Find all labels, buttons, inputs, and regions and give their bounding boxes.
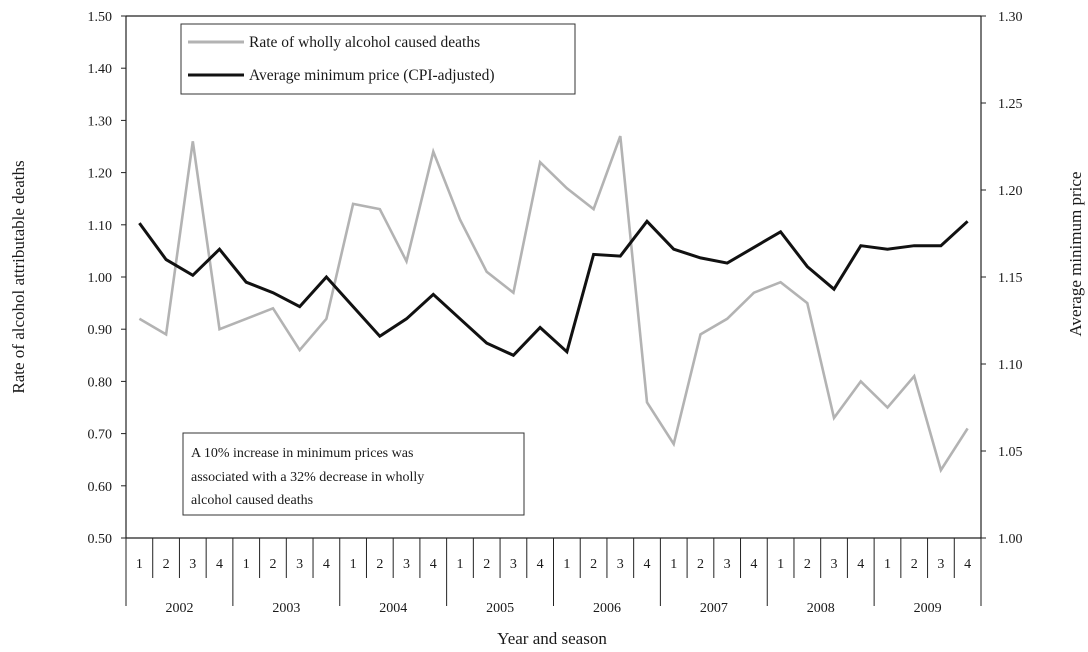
season-label: 1	[136, 557, 143, 572]
season-label: 1	[456, 557, 463, 572]
right-tick-label: 1.30	[998, 10, 1023, 25]
annotation-line-3: alcohol caused deaths	[191, 493, 313, 508]
right-tick-label: 1.20	[998, 184, 1023, 199]
season-label: 3	[296, 557, 303, 572]
annotation-box: A 10% increase in minimum prices was ass…	[182, 432, 525, 516]
left-tick-label: 0.50	[88, 532, 113, 547]
season-label: 1	[563, 557, 570, 572]
left-tick-label: 1.20	[88, 167, 113, 182]
left-tick-label: 0.70	[88, 428, 113, 443]
season-label: 2	[163, 557, 170, 572]
legend: Rate of wholly alcohol caused deaths Ave…	[180, 23, 576, 95]
left-tick-label: 0.90	[88, 323, 113, 338]
legend-box	[180, 23, 576, 95]
season-label: 2	[911, 557, 918, 572]
right-tick-label: 1.05	[998, 445, 1023, 460]
season-label: 3	[189, 557, 196, 572]
season-label: 4	[964, 557, 971, 572]
year-label: 2007	[700, 601, 728, 616]
season-label: 1	[350, 557, 357, 572]
season-label: 3	[831, 557, 838, 572]
season-label: 4	[644, 557, 651, 572]
season-label: 2	[376, 557, 383, 572]
season-label: 2	[590, 557, 597, 572]
year-label: 2006	[593, 601, 621, 616]
left-tick-label: 1.30	[88, 114, 113, 129]
left-tick-label: 1.00	[88, 271, 113, 286]
season-label: 1	[777, 557, 784, 572]
season-label: 1	[670, 557, 677, 572]
year-label: 2005	[486, 601, 514, 616]
x-axis-categories: 1 2 3 4 1 2 3 4 1 2 3 4 1 2 3 4 1 2 3 4 1 2 3 4 1 2 3 4 1 2 3 4 2002 2003…	[125, 538, 982, 616]
season-label: 1	[884, 557, 891, 572]
season-label: 2	[697, 557, 704, 572]
series-line-price	[138, 218, 969, 358]
right-tick-label: 1.10	[998, 358, 1023, 373]
right-axis-title: Average minimum price	[1066, 172, 1085, 337]
series-lines	[138, 135, 969, 474]
year-label: 2004	[379, 601, 407, 616]
x-axis-title: Year and season	[497, 629, 607, 648]
left-y-ticks: 0.50 0.60 0.70 0.80 0.90 1.00 1.10 1.20 1.30 1.40…	[88, 10, 126, 547]
season-label: 3	[510, 557, 517, 572]
annotation-border	[182, 432, 525, 516]
season-label: 2	[483, 557, 490, 572]
right-tick-label: 1.00	[998, 532, 1023, 547]
left-tick-label: 0.80	[88, 375, 113, 390]
left-tick-label: 0.60	[88, 480, 113, 495]
season-label: 4	[537, 557, 544, 572]
season-label: 4	[216, 557, 223, 572]
right-tick-label: 1.25	[998, 97, 1023, 112]
left-axis-title: Rate of alcohol attributable deaths	[9, 160, 28, 393]
season-label: 4	[430, 557, 437, 572]
season-label: 2	[269, 557, 276, 572]
left-tick-label: 1.40	[88, 62, 113, 77]
season-label: 4	[857, 557, 864, 572]
left-tick-label: 1.50	[88, 10, 113, 25]
series-line-deaths	[138, 135, 969, 474]
season-label: 3	[724, 557, 731, 572]
season-label: 3	[617, 557, 624, 572]
season-label: 4	[323, 557, 330, 572]
right-tick-label: 1.15	[998, 271, 1023, 286]
season-label: 1	[243, 557, 250, 572]
season-label: 3	[403, 557, 410, 572]
season-label: 3	[937, 557, 944, 572]
legend-label-deaths: Rate of wholly alcohol caused deaths	[249, 34, 480, 51]
year-label: 2003	[272, 601, 300, 616]
year-label: 2008	[807, 601, 835, 616]
right-y-ticks: 1.00 1.05 1.10 1.15 1.20 1.25 1.30	[981, 10, 1023, 547]
season-label: 2	[804, 557, 811, 572]
annotation-line-2: associated with a 32% decrease in wholly	[191, 470, 424, 485]
season-label: 4	[750, 557, 757, 572]
year-label: 2009	[914, 601, 942, 616]
year-label: 2002	[165, 601, 193, 616]
legend-label-price: Average minimum price (CPI-adjusted)	[249, 67, 495, 84]
left-tick-label: 1.10	[88, 219, 113, 234]
annotation-line-1: A 10% increase in minimum prices was	[191, 446, 413, 461]
